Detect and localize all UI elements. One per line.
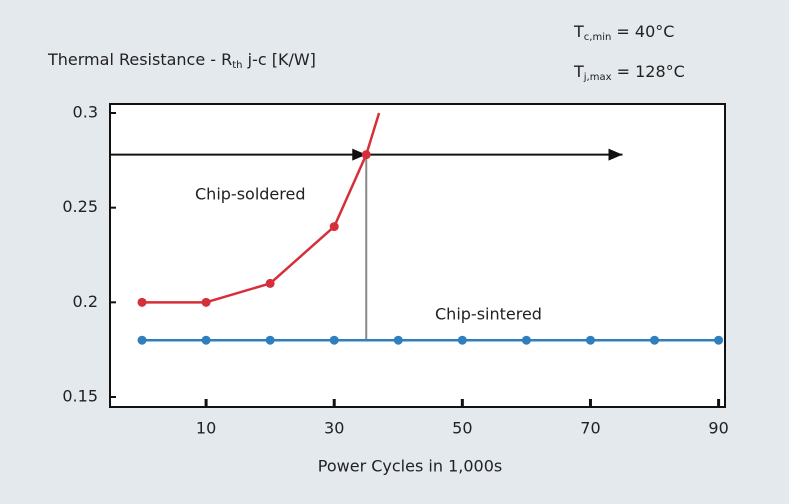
- series-label: Chip-soldered: [195, 185, 305, 204]
- marker: [457, 335, 467, 345]
- x-tick-label: 10: [196, 419, 216, 438]
- y-tick-label: 0.2: [73, 292, 98, 311]
- marker: [201, 297, 211, 307]
- marker: [521, 335, 531, 345]
- marker: [137, 297, 147, 307]
- marker: [329, 222, 339, 232]
- x-tick-label: 30: [324, 419, 344, 438]
- marker: [714, 335, 724, 345]
- arrow-head: [352, 148, 367, 161]
- condition: Tc,min = 40°C: [573, 22, 674, 44]
- marker: [265, 335, 275, 345]
- plot-area: [109, 103, 726, 408]
- marker: [393, 335, 403, 345]
- arrow-head: [608, 148, 623, 161]
- marker: [650, 335, 660, 345]
- y-tick-label: 0.15: [62, 387, 98, 406]
- y-tick-label: 0.3: [73, 103, 98, 122]
- series-label: Chip-sintered: [435, 305, 542, 324]
- marker: [585, 335, 595, 345]
- marker: [137, 335, 147, 345]
- y-tick-label: 0.25: [62, 197, 98, 216]
- marker: [329, 335, 339, 345]
- marker: [201, 335, 211, 345]
- chart-title: Thermal Resistance - Rth j-c [K/W]: [47, 50, 316, 72]
- x-tick-label: 50: [452, 419, 472, 438]
- series-line: [142, 112, 381, 304]
- x-axis-label: Power Cycles in 1,000s: [318, 457, 502, 476]
- x-tick-label: 70: [580, 419, 600, 438]
- condition: Tj,max = 128°C: [573, 62, 685, 84]
- marker: [361, 150, 371, 160]
- x-tick-label: 90: [708, 419, 728, 438]
- marker: [265, 278, 275, 288]
